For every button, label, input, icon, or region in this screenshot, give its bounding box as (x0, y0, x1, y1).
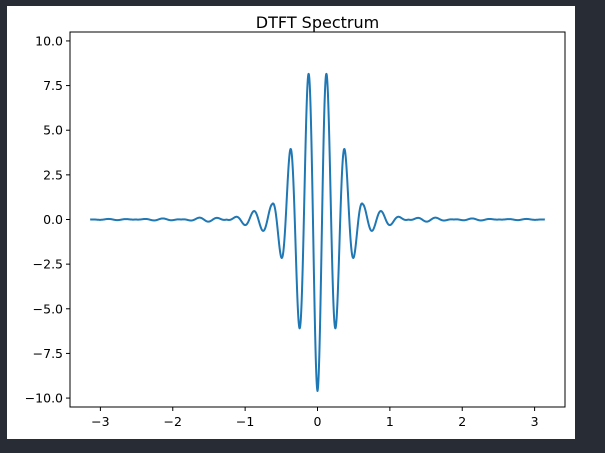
chart-title: DTFT Spectrum (256, 13, 379, 32)
x-tick-label: 1 (386, 414, 394, 429)
dtft-chart: DTFT Spectrum −3 −2 −1 0 1 2 3 10.0 7.5 5.0 2.5 0.0… (25, 13, 566, 429)
y-tick-label: −5.0 (33, 301, 63, 316)
y-tick-label: 2.5 (43, 167, 63, 182)
x-tick-label: −3 (91, 414, 109, 429)
y-tick-label: 7.5 (43, 78, 63, 93)
x-tick-label: 3 (531, 414, 539, 429)
y-tick-label: −2.5 (33, 257, 63, 272)
figure: DTFT Spectrum −3 −2 −1 0 1 2 3 10.0 7.5 5.0 2.5 0.0… (7, 6, 575, 439)
y-tick-label: −10.0 (25, 391, 63, 406)
x-tick-label: −1 (236, 414, 254, 429)
x-tick-label: 0 (314, 414, 322, 429)
y-tick-label: 10.0 (35, 33, 63, 48)
plot-area: −3 −2 −1 0 1 2 3 10.0 7.5 5.0 2.5 0.0 −2.5 −5.0 −7.5 −1… (25, 31, 566, 429)
series-line (89, 72, 546, 392)
y-tick-label: 0.0 (43, 212, 63, 227)
x-tick-label: −2 (164, 414, 182, 429)
x-tick-label: 2 (458, 414, 466, 429)
y-tick-label: −7.5 (33, 346, 63, 361)
y-tick-label: 5.0 (43, 123, 63, 138)
